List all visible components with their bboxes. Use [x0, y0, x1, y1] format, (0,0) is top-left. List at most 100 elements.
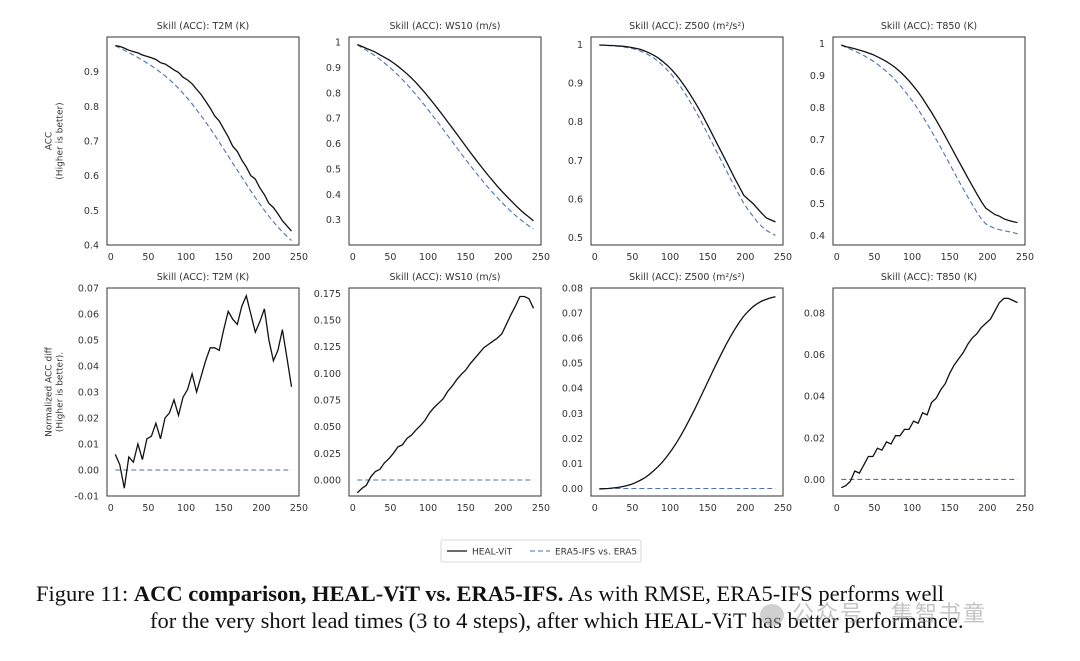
x-tick-label: 50 [142, 503, 154, 514]
x-tick-label: 100 [177, 252, 195, 263]
watermark: 公众号 · 集智书童 [760, 596, 987, 628]
wechat-icon [760, 604, 784, 626]
chart-panel-8: Skill (ACC): T850 (K) 0 50 100 150 200 250 0.00… [804, 272, 1034, 514]
plot-frame [348, 287, 542, 497]
chart-panel-3: Skill (ACC): Z500 (m²/s²) 0 50 100 150 200 250… [568, 21, 792, 263]
x-tick-label: 0 [834, 503, 840, 514]
x-tick-label: 250 [290, 503, 308, 514]
series-line-heal-vit [841, 297, 1018, 489]
legend-label-era5-ifs: ERA5-IFS vs. ERA5 [555, 548, 637, 558]
y-tick-label: 0.00 [562, 484, 583, 495]
x-tick-label: 100 [903, 503, 921, 514]
panel-title: Skill (ACC): T2M (K) [157, 272, 249, 283]
x-tick-label: 150 [699, 252, 717, 263]
x-tick-label: 200 [252, 252, 270, 263]
series-line-era5-ifs [599, 44, 776, 236]
figure-label: Figure 11: [36, 581, 129, 606]
x-tick-label: 250 [774, 252, 792, 263]
y-tick-label: 0.06 [804, 350, 825, 361]
x-tick-label: 100 [661, 252, 679, 263]
caption-bold: ACC comparison, HEAL-ViT vs. ERA5-IFS. [133, 581, 564, 606]
x-tick-label: 50 [384, 503, 396, 514]
x-tick-label: 0 [592, 503, 598, 514]
x-tick-label: 200 [494, 503, 512, 514]
plot-frame [348, 36, 542, 246]
y-axis-label: Normalized ACC diff(Higher is better). [45, 346, 66, 437]
series-line-era5-ifs [841, 44, 1018, 235]
y-tick-label: 1 [335, 38, 341, 49]
y-tick-label: 0.00 [78, 466, 99, 477]
series-line-heal-vit [114, 293, 293, 489]
x-tick-label: 250 [1016, 503, 1034, 514]
y-tick-label: 0.3 [326, 215, 341, 226]
x-tick-label: 100 [419, 503, 437, 514]
chart-panel-4: Skill (ACC): T850 (K) 0 50 100 150 200 250 0.4 0… [810, 21, 1034, 263]
x-tick-label: 0 [108, 503, 114, 514]
y-axis-label-line: (Higher is better) [56, 102, 66, 179]
y-tick-label: 0.075 [314, 396, 341, 407]
x-tick-label: 50 [626, 252, 638, 263]
y-tick-label: 0.08 [562, 284, 583, 295]
y-tick-label: 0.7 [326, 114, 341, 125]
y-tick-label: 0.06 [78, 310, 99, 321]
y-tick-label: 0.125 [314, 342, 341, 353]
y-tick-label: 0.5 [810, 199, 825, 210]
x-tick-label: 100 [903, 252, 921, 263]
x-tick-label: 150 [941, 252, 959, 263]
y-tick-label: 0.02 [804, 433, 825, 444]
caption-text-2: for the very short lead times (3 to 4 st… [150, 608, 964, 633]
chart-panel-2: Skill (ACC): WS10 (m/s) 0 50 100 150 200 250 0.… [326, 21, 550, 263]
plot-frame [106, 36, 300, 246]
plot-frame [590, 287, 784, 497]
x-tick-label: 50 [142, 252, 154, 263]
x-tick-label: 0 [834, 252, 840, 263]
y-tick-label: 0.9 [568, 79, 583, 90]
x-tick-label: 150 [941, 503, 959, 514]
x-tick-label: 150 [215, 503, 233, 514]
y-tick-label: 0.100 [314, 369, 341, 380]
y-tick-label: 0.7 [84, 137, 99, 148]
y-tick-label: 0.9 [810, 71, 825, 82]
x-tick-label: 250 [532, 503, 550, 514]
caption-text-1: As with RMSE, ERA5-IFS performs well [563, 581, 944, 606]
panel-title: Skill (ACC): WS10 (m/s) [389, 21, 500, 32]
y-tick-label: 1 [577, 40, 583, 51]
y-tick-label: 0.9 [84, 67, 99, 78]
panel-title: Skill (ACC): Z500 (m²/s²) [629, 21, 745, 32]
y-axis-label-line: (Higher is better). [56, 352, 66, 432]
chart-panel-1: Skill (ACC): T2M (K) 0 50 100 150 200 250 0.4 0.… [45, 21, 309, 263]
panel-title: Skill (ACC): WS10 (m/s) [389, 272, 500, 283]
panel-title: Skill (ACC): T850 (K) [881, 272, 977, 283]
y-tick-label: 0.5 [84, 206, 99, 217]
x-tick-label: 150 [215, 252, 233, 263]
x-tick-label: 250 [532, 252, 550, 263]
x-tick-label: 0 [592, 252, 598, 263]
series-line-heal-vit [599, 44, 776, 223]
x-tick-label: 200 [978, 503, 996, 514]
x-tick-label: 100 [661, 503, 679, 514]
y-tick-label: 0.7 [810, 135, 825, 146]
y-tick-label: 0.03 [78, 388, 99, 399]
y-axis-label: ACC(Higher is better) [45, 102, 66, 179]
y-tick-label: 0.04 [562, 384, 583, 395]
series-line-heal-vit [115, 45, 292, 232]
y-tick-label: 0.08 [804, 308, 825, 319]
watermark-text: 公众号 · 集智书童 [792, 602, 987, 627]
x-tick-label: 200 [494, 252, 512, 263]
y-tick-label: -0.01 [74, 492, 99, 503]
y-tick-label: 0.150 [314, 316, 341, 327]
y-tick-label: 0.8 [84, 102, 99, 113]
plot-frame [106, 287, 300, 497]
y-tick-label: 0.5 [326, 164, 341, 175]
y-tick-label: 0.025 [314, 449, 341, 460]
y-tick-label: 0.000 [314, 476, 341, 487]
y-axis-label-line: ACC [45, 132, 55, 151]
x-tick-label: 200 [736, 503, 754, 514]
y-tick-label: 0.06 [562, 334, 583, 345]
y-tick-label: 0.07 [562, 309, 583, 320]
x-tick-label: 50 [626, 503, 638, 514]
legend-label-heal-vit: HEAL-ViT [472, 548, 513, 558]
chart-panel-6: Skill (ACC): WS10 (m/s) 0 50 100 150 200 250 0.… [314, 272, 550, 514]
chart-panel-7: Skill (ACC): Z500 (m²/s²) 0 50 100 150 200 250… [562, 272, 792, 514]
x-tick-label: 50 [868, 503, 880, 514]
